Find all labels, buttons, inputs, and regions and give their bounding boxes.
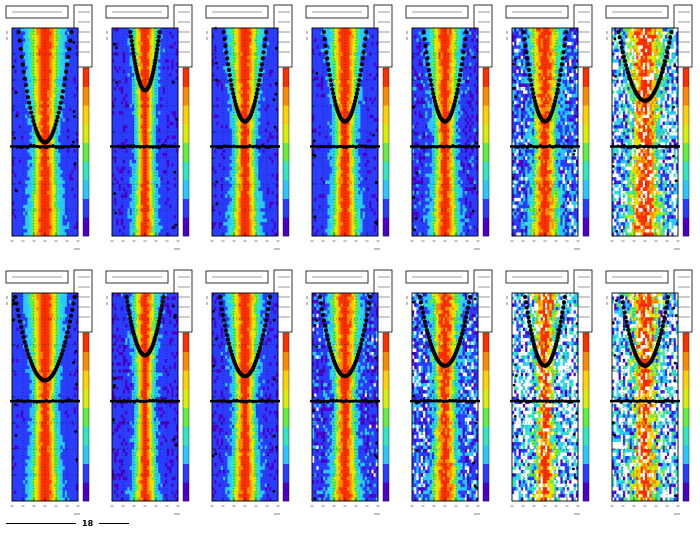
footer-rule-left [6,522,76,524]
panel-stats-box [473,4,493,68]
panel-stats-box [273,4,293,68]
color-scale-bar [582,67,590,237]
heatmap-cells [612,293,679,502]
heatmap-panel-r0-c0 [0,0,100,265]
color-scale-bar [282,67,290,237]
axis-ticks [206,292,280,515]
axis-ticks [6,292,80,515]
heatmap-panel-r0-c1 [100,0,200,265]
grid-lines [612,28,678,236]
overlay-markers [310,294,380,501]
heatmap-panel-r1-c6 [600,265,700,530]
footer-rule-right [99,522,130,524]
axis-ticks [606,292,680,515]
heatmap-cells [612,28,679,237]
heatmap-cells [412,28,479,237]
grid-lines [512,293,578,501]
color-scale-bar [82,332,90,502]
overlay-markers [10,294,80,461]
axis-ticks [106,27,180,250]
heatmap-panel-r1-c3 [300,265,400,530]
heatmap-panel-r0-c5 [500,0,600,265]
axis-ticks [306,27,380,250]
heatmap-panel-r0-c4 [400,0,500,265]
panel-stats-box [73,4,93,68]
color-scale-bar [382,67,390,237]
grid-lines [112,293,178,501]
overlay-markers [410,294,480,490]
grid-lines [12,293,78,501]
heatmap-panel-r1-c5 [500,265,600,530]
heatmap-panel-r1-c1 [100,265,200,530]
heatmap-panel-r1-c0 [0,265,100,530]
axis-ticks [206,27,280,250]
overlay-markers [210,26,280,206]
color-scale-bar [282,332,290,502]
heatmap-cells [512,293,579,502]
heatmap-cells [312,293,379,502]
color-scale-bar [682,332,690,502]
color-scale-bar [382,332,390,502]
heatmap-cells [212,28,279,237]
axis-ticks [6,27,80,250]
color-scale-bar [182,67,190,237]
footer-caption: 18 [6,516,206,530]
grid-lines [312,293,378,501]
axis-ticks [606,27,680,250]
axis-ticks [506,27,580,250]
axis-ticks [506,292,580,515]
overlay-markers [510,294,580,480]
color-scale-bar [482,67,490,237]
panel-stats-box [373,4,393,68]
grid-lines [12,28,78,236]
color-scale-bar [582,332,590,502]
overlay-markers [410,29,480,232]
heatmap-panel-r0-c2 [200,0,300,265]
grid-lines [112,28,178,236]
heatmap-panel-r1-c2 [200,265,300,530]
color-scale-bar [182,332,190,502]
overlay-markers [10,29,80,193]
overlay-markers [110,294,180,447]
grid-lines [412,28,478,236]
footer-number: 18 [82,519,93,528]
panel-stats-box [673,4,693,68]
overlay-markers [310,29,380,226]
grid-lines [312,28,378,236]
grid-lines [612,293,678,501]
axis-ticks [406,292,480,515]
heatmap-panel-r1-c4 [400,265,500,530]
grid-lines [212,28,278,236]
grid-lines [512,28,578,236]
overlay-markers [610,29,680,233]
panel-stats-box [173,4,193,68]
overlay-markers [210,294,280,493]
color-scale-bar [682,67,690,237]
overlay-markers [510,29,580,180]
panel-stats-box [173,269,193,333]
axis-ticks [106,292,180,515]
axis-ticks [406,27,480,250]
color-scale-bar [482,332,490,502]
heatmap-panel-r0-c3 [300,0,400,265]
panel-stats-box [473,269,493,333]
axis-ticks [306,292,380,515]
overlay-markers [610,294,680,498]
color-scale-bar [82,67,90,237]
overlay-markers [110,29,180,229]
heatmap-panel-r0-c6 [600,0,700,265]
